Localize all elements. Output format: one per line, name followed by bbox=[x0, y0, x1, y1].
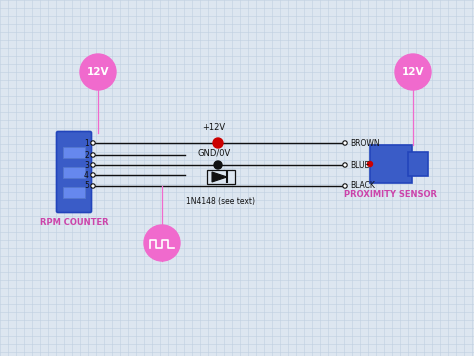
Bar bbox=[63, 147, 85, 158]
Text: 3: 3 bbox=[84, 161, 89, 169]
Circle shape bbox=[91, 173, 95, 177]
Text: BLACK: BLACK bbox=[350, 182, 375, 190]
Circle shape bbox=[91, 153, 95, 157]
Circle shape bbox=[367, 162, 373, 167]
Text: 5: 5 bbox=[84, 182, 89, 190]
Circle shape bbox=[343, 141, 347, 145]
Polygon shape bbox=[212, 172, 227, 182]
Circle shape bbox=[91, 141, 95, 145]
Text: GND/0V: GND/0V bbox=[197, 148, 231, 157]
Circle shape bbox=[91, 184, 95, 188]
Text: BLUE: BLUE bbox=[350, 161, 369, 169]
Text: PROXIMITY SENSOR: PROXIMITY SENSOR bbox=[345, 190, 438, 199]
Bar bbox=[370, 145, 412, 183]
Text: 12V: 12V bbox=[402, 67, 424, 77]
Circle shape bbox=[343, 184, 347, 188]
Bar bbox=[207, 170, 235, 184]
Circle shape bbox=[395, 54, 431, 90]
Circle shape bbox=[80, 54, 116, 90]
Text: 2: 2 bbox=[84, 151, 89, 159]
Bar bbox=[63, 187, 85, 198]
Text: 4: 4 bbox=[84, 171, 89, 179]
Circle shape bbox=[91, 163, 95, 167]
Bar bbox=[63, 167, 85, 178]
Circle shape bbox=[214, 161, 222, 169]
Circle shape bbox=[144, 225, 180, 261]
Text: RPM COUNTER: RPM COUNTER bbox=[40, 218, 109, 227]
Text: 12V: 12V bbox=[87, 67, 109, 77]
Bar bbox=[408, 152, 428, 176]
FancyBboxPatch shape bbox=[56, 131, 91, 213]
Circle shape bbox=[343, 163, 347, 167]
Text: 1: 1 bbox=[84, 138, 89, 147]
Text: 1N4148 (see text): 1N4148 (see text) bbox=[186, 197, 255, 206]
Text: +12V: +12V bbox=[202, 123, 226, 132]
Text: BROWN: BROWN bbox=[350, 138, 380, 147]
Circle shape bbox=[213, 138, 223, 148]
